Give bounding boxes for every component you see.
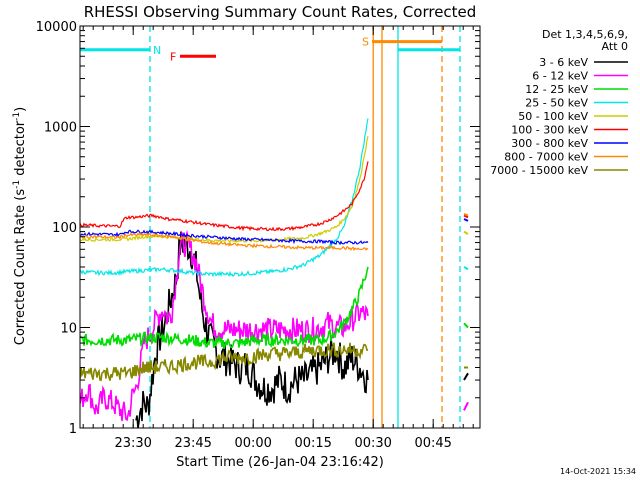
x-tick-label: 23:30 — [114, 436, 151, 451]
y-tick-label: 1 — [69, 422, 77, 437]
series-line-12-25-kev — [80, 266, 369, 349]
x-tick-label: 00:00 — [234, 436, 271, 451]
series-line-300-800-kev — [80, 229, 369, 246]
legend-label-800-7000-kev: 800 - 7000 keV — [504, 151, 588, 164]
y-tick-label: 10 — [60, 322, 77, 337]
y-tick-label: 10000 — [36, 20, 77, 35]
y-axis: 1 10 100 1000 10000 — [36, 20, 480, 437]
x-axis-title: Start Time (26-Jan-04 23:16:42) — [176, 455, 384, 470]
x-tick-label: 00:15 — [294, 436, 331, 451]
legend-header-attenuator: Att 0 — [602, 40, 628, 53]
series-tail-800-7000-kev — [463, 212, 469, 217]
series-tail-12-25-kev — [463, 322, 469, 329]
series-tail-300-800-kev — [463, 218, 469, 222]
y-tick-label: 1000 — [44, 121, 77, 136]
legend-label-7000-15000-kev: 7000 - 15000 keV — [490, 164, 588, 177]
generation-timestamp: 14-Oct-2021 15:34 — [560, 467, 636, 476]
series-line-50-100-kev — [80, 136, 369, 243]
y-axis-title-mid: detector — [13, 120, 28, 180]
flag-letter-f: F — [170, 50, 176, 63]
series-tail-100-300-kev — [463, 214, 469, 219]
x-tick-label: 00:45 — [414, 436, 451, 451]
plot-area: N F S — [79, 25, 481, 429]
y-axis-title-main: Corrected Count Rate (s — [13, 189, 28, 346]
chart-title: RHESSI Observing Summary Count Rates, Co… — [84, 3, 477, 21]
series-line-6-12-kev — [80, 229, 369, 422]
y-axis-title-end: ) — [13, 107, 28, 112]
y-axis-title-sup-1: -1 — [12, 180, 22, 189]
flag-letter-n: N — [153, 44, 161, 57]
x-tick-label: 00:30 — [354, 436, 391, 451]
series-line-7000-15000-kev — [80, 342, 369, 382]
legend-header-detectors: Det 1,3,4,5,6,9, — [542, 28, 628, 41]
series-line-25-50-kev — [80, 118, 369, 278]
series-tail-6-12-kev — [463, 401, 469, 411]
legend-label-300-800-kev: 300 - 800 keV — [511, 137, 588, 150]
y-tick-label: 100 — [52, 221, 77, 236]
legend-label-50-100-kev: 50 - 100 keV — [518, 110, 588, 123]
y-axis-title: Corrected Count Rate (s-1 detector-1) — [12, 107, 28, 345]
y-axis-title-sup-2: -1 — [12, 112, 22, 121]
series-tail-25-50-kev — [463, 266, 469, 271]
series-tail-3-6-kev — [463, 372, 469, 381]
legend-label-100-300-kev: 100 - 300 keV — [511, 124, 588, 137]
plot-content — [80, 26, 469, 428]
x-tick-label: 23:45 — [174, 436, 211, 451]
series-line-100-300-kev — [80, 161, 369, 232]
series-tail-50-100-kev — [463, 230, 469, 235]
legend-label-6-12-kev: 6 - 12 keV — [532, 70, 588, 83]
legend-label-3-6-kev: 3 - 6 keV — [539, 56, 588, 69]
flag-letter-s: S — [362, 36, 369, 49]
legend-label-25-50-kev: 25 - 50 keV — [525, 97, 588, 110]
x-axis: 23:30 23:45 00:00 00:15 00:30 00:45 — [82, 26, 474, 451]
legend-label-12-25-kev: 12 - 25 keV — [525, 83, 588, 96]
series-line-3-6-kev — [135, 231, 369, 428]
series-line-800-7000-kev — [80, 232, 369, 252]
